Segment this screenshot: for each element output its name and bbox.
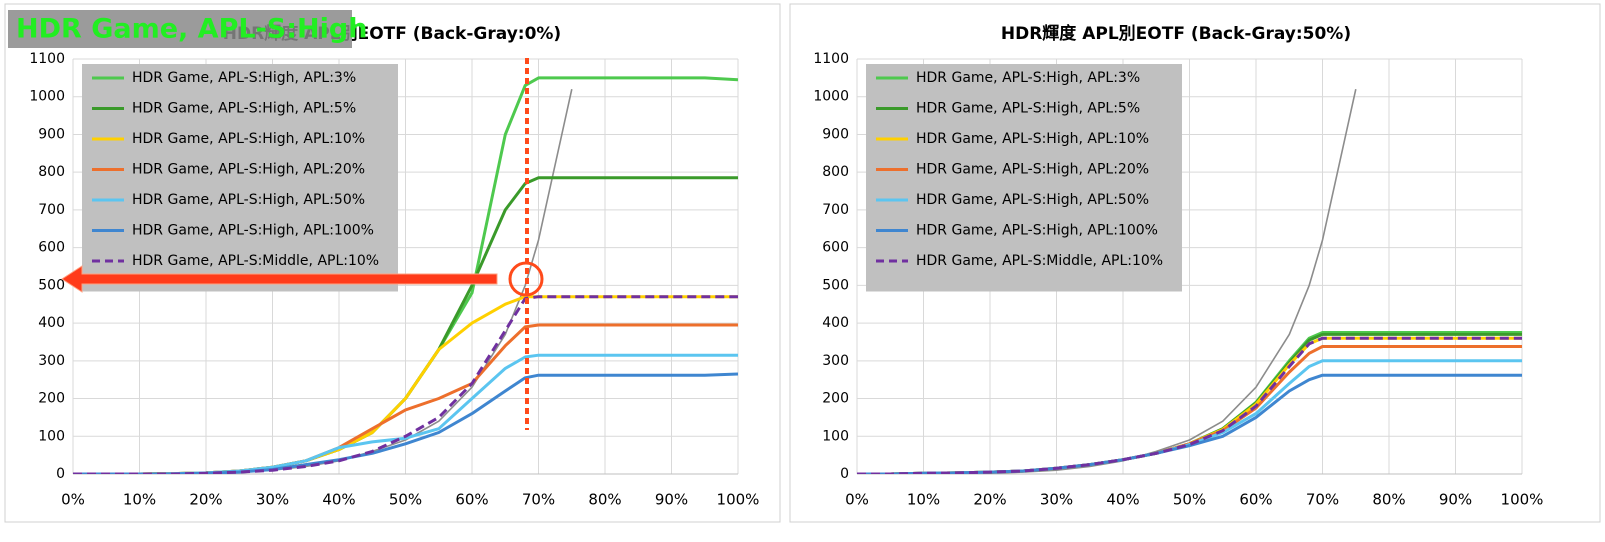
legend <box>866 64 1182 292</box>
legend-label: HDR Game, APL-S:High, APL:3% <box>132 70 356 86</box>
y-tick-label: 0 <box>56 466 65 482</box>
legend-label: HDR Game, APL-S:Middle, APL:10% <box>916 253 1163 269</box>
y-tick-label: 600 <box>38 240 65 256</box>
arrow <box>61 265 498 293</box>
x-tick-label: 70% <box>522 491 555 509</box>
y-tick-label: 200 <box>822 391 849 407</box>
legend-label: HDR Game, APL-S:High, APL:10% <box>916 131 1149 147</box>
x-tick-label: 50% <box>389 491 422 509</box>
y-tick-label: 100 <box>38 428 65 444</box>
y-tick-label: 300 <box>38 353 65 369</box>
x-tick-label: 90% <box>655 491 688 509</box>
x-tick-label: 20% <box>189 491 222 509</box>
x-tick-label: 70% <box>1306 491 1339 509</box>
y-tick-label: 500 <box>38 277 65 293</box>
x-tick-label: 40% <box>322 491 355 509</box>
x-tick-label: 20% <box>973 491 1006 509</box>
legend-label: HDR Game, APL-S:High, APL:3% <box>916 70 1140 86</box>
y-tick-label: 400 <box>38 315 65 331</box>
series-line <box>857 336 1522 474</box>
x-tick-label: 0% <box>61 491 85 509</box>
legend-label: HDR Game, APL-S:High, APL:20% <box>132 162 365 178</box>
x-tick-label: 60% <box>455 491 488 509</box>
y-tick-label: 800 <box>822 164 849 180</box>
x-tick-label: 10% <box>907 491 940 509</box>
label-box <box>8 10 352 48</box>
series-line <box>73 295 738 474</box>
y-tick-label: 400 <box>822 315 849 331</box>
y-tick-label: 1100 <box>813 51 849 67</box>
y-tick-label: 1100 <box>29 51 65 67</box>
legend-label: HDR Game, APL-S:Middle, APL:10% <box>132 253 379 269</box>
legend-label: HDR Game, APL-S:High, APL:5% <box>132 101 356 117</box>
chart-title: HDR輝度 APL別EOTF (Back-Gray:50%) <box>1001 23 1351 44</box>
y-tick-label: 1000 <box>813 89 849 105</box>
y-tick-label: 900 <box>38 126 65 142</box>
x-tick-label: 100% <box>717 491 760 509</box>
x-tick-label: 40% <box>1106 491 1139 509</box>
y-tick-label: 800 <box>38 164 65 180</box>
y-tick-label: 1000 <box>29 89 65 105</box>
x-tick-label: 10% <box>123 491 156 509</box>
x-tick-label: 30% <box>1040 491 1073 509</box>
x-tick-label: 80% <box>1372 491 1405 509</box>
legend <box>82 64 398 292</box>
y-tick-label: 300 <box>822 353 849 369</box>
x-tick-label: 60% <box>1239 491 1272 509</box>
legend-label: HDR Game, APL-S:High, APL:5% <box>916 101 1140 117</box>
x-tick-label: 90% <box>1439 491 1472 509</box>
legend-label: HDR Game, APL-S:High, APL:100% <box>916 223 1158 239</box>
legend-label: HDR Game, APL-S:High, APL:100% <box>132 223 374 239</box>
marker-circle <box>508 261 544 297</box>
y-tick-label: 500 <box>822 277 849 293</box>
x-tick-label: 50% <box>1173 491 1206 509</box>
annotation-group: HDR Game, APL-S:High <box>8 10 544 430</box>
y-tick-label: 900 <box>822 126 849 142</box>
y-tick-label: 200 <box>38 391 65 407</box>
annotation: HDR Game, APL-S:High <box>16 14 367 45</box>
y-tick-label: 100 <box>822 428 849 444</box>
x-tick-label: 30% <box>256 491 289 509</box>
legend-label: HDR Game, APL-S:High, APL:50% <box>132 192 365 208</box>
y-tick-label: 600 <box>822 240 849 256</box>
legend-label: HDR Game, APL-S:High, APL:10% <box>132 131 365 147</box>
y-tick-label: 0 <box>840 466 849 482</box>
x-tick-label: 0% <box>845 491 869 509</box>
y-tick-label: 700 <box>38 202 65 218</box>
y-tick-label: 700 <box>822 202 849 218</box>
legend-label: HDR Game, APL-S:High, APL:20% <box>916 162 1149 178</box>
x-tick-label: 80% <box>588 491 621 509</box>
legend-label: HDR Game, APL-S:High, APL:50% <box>916 192 1149 208</box>
x-tick-label: 100% <box>1501 491 1544 509</box>
